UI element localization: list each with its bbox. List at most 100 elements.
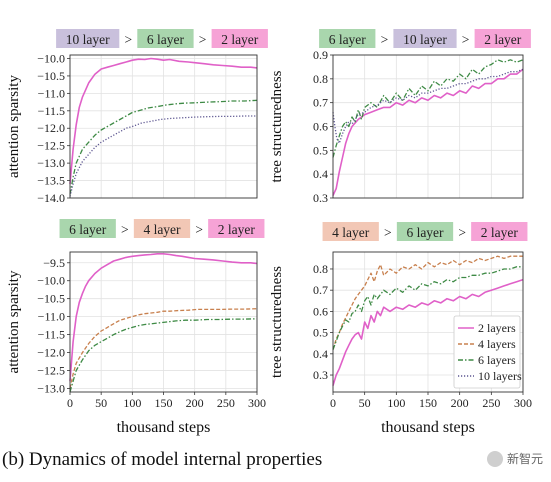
ranking-separator: > [121, 222, 129, 237]
x-tick-label: 250 [217, 396, 235, 410]
x-axis-label: thousand steps [381, 419, 475, 436]
x-tick-label: 0 [330, 396, 336, 410]
ranking-separator: > [195, 222, 203, 237]
series-line-2-layers [332, 278, 524, 386]
ranking-label: 2 layer [484, 32, 522, 47]
y-tick-label: −14.0 [37, 191, 65, 205]
ranking-badge [133, 219, 191, 238]
watermark: 新智元 [486, 450, 543, 467]
x-tick-label: 150 [155, 396, 173, 410]
y-tick-label: −10.5 [37, 292, 65, 306]
y-tick-label: −13.0 [37, 381, 65, 395]
chart-4: 0.3 0.4 0.5 0.6 0.7 0.8 0 50 100 150 200 250 300 tree… [269, 222, 532, 436]
series-line-6-layers [332, 59, 524, 158]
y-tick-label: −12.5 [37, 139, 65, 153]
y-axis-label: tree structuredness [269, 266, 285, 378]
y-tick-label: −12.0 [37, 121, 65, 135]
y-axis-label: tree structuredness [269, 70, 285, 182]
ranking-label: 6 layer [406, 225, 444, 240]
legend-box [453, 315, 521, 389]
legend: 2 layers 4 layers 6 layers 10 layers [453, 315, 522, 389]
ranking-separator: > [462, 32, 470, 47]
ranking-badge [137, 29, 194, 48]
y-tick-label: −11.5 [38, 104, 65, 118]
y-tick-label: 0.3 [313, 191, 328, 205]
ranking-separator: > [381, 32, 389, 47]
ranking-badge [471, 222, 528, 241]
ranking-badge [322, 222, 379, 241]
ranking-badge [393, 29, 457, 48]
y-tick-label: 0.4 [313, 167, 328, 181]
ranking-separator: > [199, 32, 207, 47]
series-line-4-layers [69, 308, 258, 389]
y-tick-label: 0.8 [313, 72, 328, 86]
series-line-2-layers [332, 68, 524, 196]
chart-1: −14.0 −13.5 −13.0 −12.5 −12.0 −11.5 −11.0 −10.5… [6, 29, 268, 205]
ranking-label: 10 layer [403, 32, 447, 47]
x-tick-label: 300 [248, 396, 266, 410]
ranking-badge [396, 222, 454, 241]
chart-2: 0.3 0.4 0.5 0.6 0.7 0.8 0.9 tree structuredness… [269, 29, 531, 205]
series-line-6-layers [332, 266, 523, 350]
y-tick-label: 0.7 [313, 96, 328, 110]
ranking-banner: 4 layer >6 layer >2 layer [322, 222, 528, 241]
ranking-label: 6 layer [147, 32, 185, 47]
ranking-separator: > [458, 225, 466, 240]
y-tick-label: −13.0 [37, 156, 65, 170]
ranking-badge [56, 29, 120, 48]
y-tick-label: −10.5 [37, 69, 65, 83]
x-tick-label: 100 [387, 396, 405, 410]
x-tick-label: 300 [514, 396, 532, 410]
series-line-6-layers [69, 99, 258, 195]
y-tick-label: −10.0 [37, 51, 65, 65]
y-tick-label: 0.8 [313, 262, 328, 276]
chart-3: −13.0 −12.5 −12.0 −11.5 −11.0 −10.5 −10.0 −9.5 0… [6, 219, 266, 436]
ranking-label: 6 layer [69, 222, 107, 237]
series-line-4-layers [332, 255, 523, 350]
ranking-separator: > [124, 32, 132, 47]
x-tick-label: 50 [95, 396, 107, 410]
wechat-icon [486, 450, 503, 467]
y-tick-label: −11.0 [38, 86, 65, 100]
y-tick-label: 0.3 [313, 368, 328, 382]
x-tick-label: 150 [419, 396, 437, 410]
x-tick-label: 50 [359, 396, 371, 410]
ranking-separator: > [384, 225, 392, 240]
x-tick-label: 200 [186, 396, 204, 410]
y-tick-label: 0.4 [313, 347, 328, 361]
y-tick-label: 0.6 [313, 304, 328, 318]
ranking-banner: 6 layer >4 layer >2 layer [59, 219, 265, 238]
series-line-6-layers [69, 318, 258, 393]
ranking-banner: 6 layer >10 layer >2 layer [319, 29, 531, 48]
watermark-text: 新智元 [506, 452, 543, 466]
y-tick-label: −10.0 [37, 274, 65, 288]
y-tick-label: 0.5 [313, 326, 328, 340]
series-line-2-layers [69, 253, 258, 382]
ranking-label: 2 layer [218, 222, 256, 237]
ranking-badge [319, 29, 376, 48]
series-line-10-layers [69, 115, 257, 197]
ranking-badge [208, 219, 265, 238]
y-tick-label: 0.6 [313, 120, 328, 134]
ranking-label: 2 layer [221, 32, 259, 47]
x-tick-label: 250 [482, 396, 500, 410]
ranking-badge [211, 29, 268, 48]
plot-frame [69, 54, 258, 199]
legend-label: 10 layers [478, 369, 522, 383]
ranking-label: 6 layer [329, 32, 367, 47]
y-tick-label: −11.0 [38, 310, 65, 324]
figure-caption: (b) Dynamics of model internal propertie… [2, 449, 323, 470]
ranking-label: 4 layer [143, 222, 181, 237]
y-tick-label: −13.5 [37, 174, 65, 188]
y-tick-label: −12.5 [37, 363, 65, 377]
legend-label: 2 layers [478, 321, 516, 335]
y-tick-label: 0.5 [313, 143, 328, 157]
y-axis-label: attention sparsity [6, 270, 22, 373]
ranking-badge [474, 29, 531, 48]
x-tick-label: 200 [451, 396, 469, 410]
ranking-banner: 10 layer >6 layer >2 layer [56, 29, 268, 48]
ranking-badge [59, 219, 116, 238]
ranking-label: 4 layer [332, 225, 370, 240]
series-line-2-layers [69, 57, 258, 185]
